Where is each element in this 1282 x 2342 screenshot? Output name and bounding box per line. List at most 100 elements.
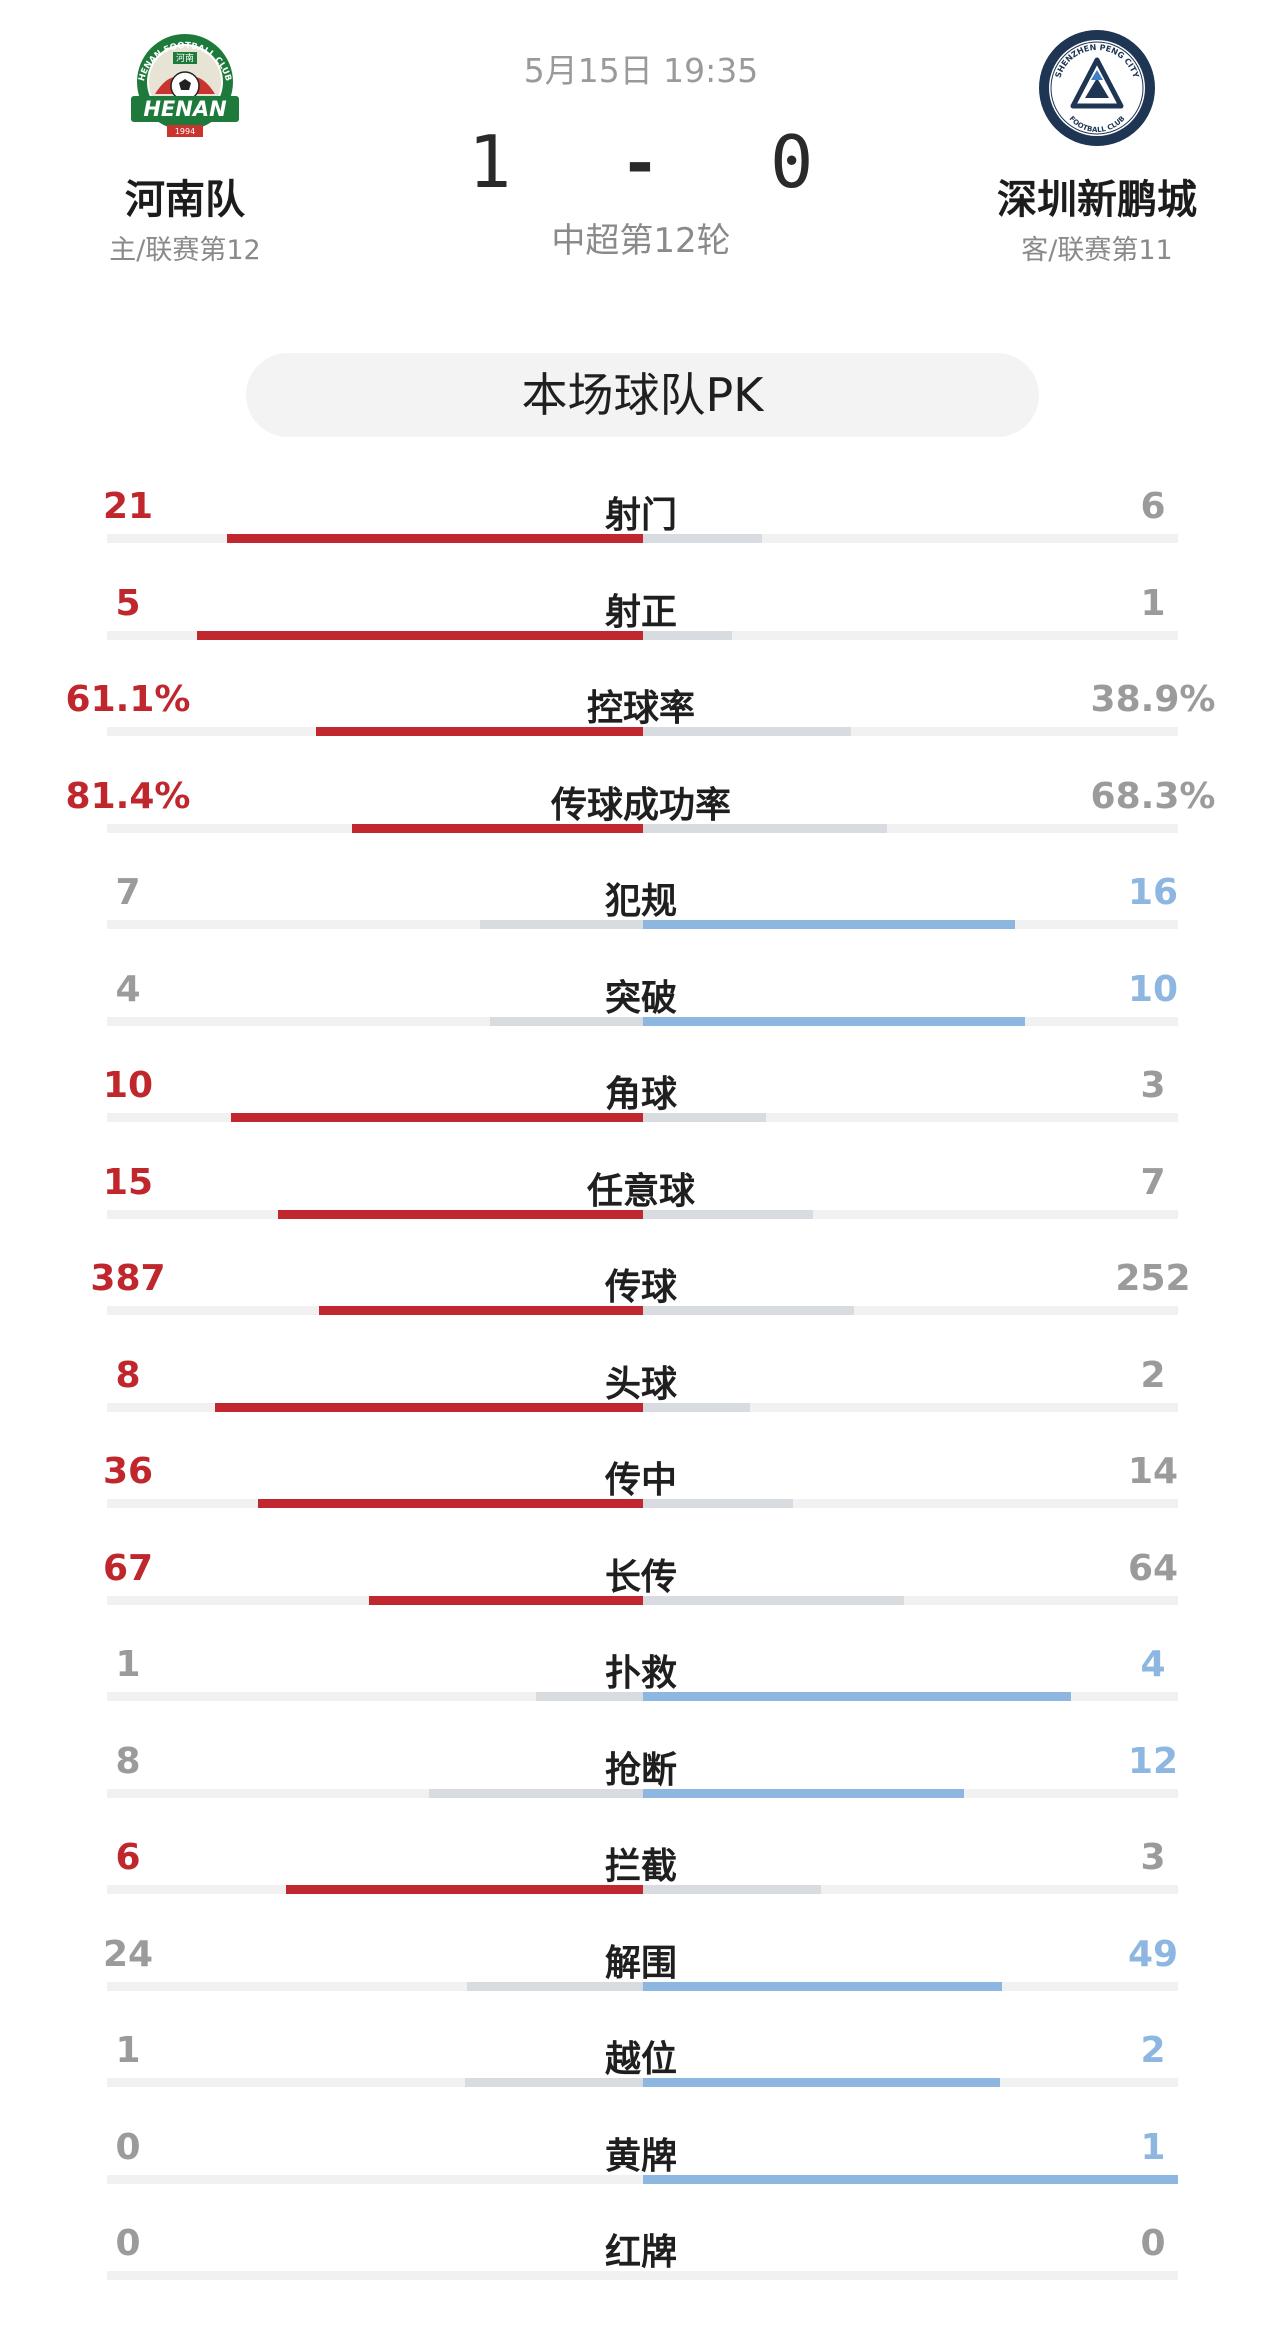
stat-row: 4 突破 10 [0,955,1282,1052]
stat-value-home: 8 [115,1354,141,1396]
stat-bar-home [227,534,643,543]
stat-track [107,2271,1178,2280]
stat-value-away: 12 [1127,1740,1179,1782]
stat-value-home: 4 [115,968,141,1010]
svg-text:河南: 河南 [176,52,194,64]
stat-value-home: 61.1% [65,679,191,720]
score-separator: - [626,125,654,202]
stat-bar-home [490,1016,643,1026]
stat-value-away: 4 [1140,1644,1166,1685]
home-score: 1 [468,120,512,204]
stat-value-away: 64 [1127,1547,1179,1589]
stat-value-away: 49 [1127,1933,1179,1975]
stat-bar-away [643,1016,1025,1026]
stat-label: 射正 [604,591,677,633]
away-team-logo: SHENZHEN PENG CITY FOOTBALL CLUB [1037,30,1157,150]
stat-bar-home [258,1499,643,1508]
henan-crest-icon: HENAN FOOTBALL CLUB 河南 HENAN 1994 [131,34,239,137]
stat-label: 长传 [604,1556,677,1598]
stat-label: 扑救 [604,1653,677,1694]
stat-value-home: 21 [102,486,154,527]
stat-row: 10 角球 3 [0,1051,1282,1148]
stat-value-away: 3 [1140,1837,1166,1878]
away-team[interactable]: SHENZHEN PENG CITY FOOTBALL CLUB 深圳新鹏城 客… [967,30,1227,268]
stat-value-home: 387 [90,1258,166,1299]
stat-row: 6 拦截 3 [0,1823,1282,1920]
stat-bar-away [643,1788,964,1798]
svg-text:HENAN: HENAN [143,97,227,121]
stat-bar-home [231,1113,643,1122]
stat-row: 36 传中 14 [0,1437,1282,1534]
stat-row: 15 任意球 7 [0,1148,1282,1245]
home-team-name: 河南队 [125,177,245,223]
stat-row: 24 解围 49 [0,1920,1282,2017]
stat-label: 犯规 [604,881,677,922]
stat-bar-home [467,1981,643,1991]
stat-row: 67 长传 64 [0,1534,1282,1631]
stat-row: 5 射正 1 [0,569,1282,666]
stat-row: 0 红牌 0 [0,2209,1282,2306]
stat-value-away: 2 [1140,1354,1166,1396]
stat-label: 传中 [604,1460,677,1501]
stat-value-home: 10 [102,1065,154,1106]
stat-value-home: 15 [102,1161,154,1203]
stat-label: 传球 [604,1267,677,1308]
stat-bar-away [643,1885,821,1894]
stat-label: 解围 [604,1942,677,1984]
stat-value-away: 68.3% [1090,775,1216,817]
stat-value-home: 36 [102,1451,154,1492]
stat-value-home: 81.4% [65,775,191,817]
stat-row: 21 射门 6 [0,472,1282,569]
stat-value-home: 5 [115,582,141,624]
stat-bar-away [643,1981,1002,1991]
stat-track [107,2174,1178,2184]
stat-bar-home [197,630,643,640]
stat-label: 黄牌 [604,2135,677,2177]
away-team-name: 深圳新鹏城 [997,177,1197,223]
stat-bar-away [643,727,851,736]
stat-row: 1 扑救 4 [0,1630,1282,1727]
home-team-logo: HENAN FOOTBALL CLUB 河南 HENAN 1994 [125,30,245,150]
stat-bar-away [643,1209,813,1219]
stat-value-away: 38.9% [1090,679,1216,720]
stat-label: 抢断 [604,1749,677,1791]
stat-bar-home [352,823,643,833]
stat-bar-home [286,1885,643,1894]
stat-bar-away [643,2174,1178,2184]
stat-value-away: 0 [1140,2223,1166,2264]
stat-bar-away [643,1692,1071,1701]
stat-bar-home [278,1209,643,1219]
stat-value-away: 1 [1140,2126,1166,2168]
away-score: 0 [770,120,814,204]
stat-value-away: 7 [1140,1161,1166,1203]
stat-bar-away [643,1499,793,1508]
stat-value-away: 2 [1140,2030,1166,2071]
home-team[interactable]: HENAN FOOTBALL CLUB 河南 HENAN 1994 河南队 主/… [55,30,315,268]
stat-value-home: 0 [115,2126,141,2168]
stat-bar-away [643,630,732,640]
stat-row: 387 传球 252 [0,1244,1282,1341]
stat-row: 8 头球 2 [0,1341,1282,1438]
stat-label: 越位 [604,2039,677,2080]
match-round: 中超第12轮 [551,221,731,261]
stat-bar-away [643,1113,766,1122]
stat-value-home: 6 [115,1837,141,1878]
stat-bar-home [429,1788,643,1798]
stat-row: 8 抢断 12 [0,1727,1282,1824]
stat-value-home: 8 [115,1740,141,1782]
stat-row: 7 犯规 16 [0,858,1282,955]
stat-bar-away [643,1402,750,1412]
stat-bar-away [643,2078,1000,2087]
stat-value-away: 3 [1140,1065,1166,1106]
stat-bar-home [536,1692,643,1701]
stat-value-home: 1 [115,2030,141,2071]
stat-value-away: 14 [1127,1451,1179,1492]
team-pk-header[interactable]: 本场球队PK [246,353,1039,437]
stat-label: 角球 [604,1074,677,1115]
stat-bar-home [316,727,643,736]
svg-text:1994: 1994 [175,127,195,136]
stat-row: 61.1% 控球率 38.9% [0,665,1282,762]
stat-label: 头球 [604,1363,677,1405]
stat-bar-home [465,2078,643,2087]
stat-label: 红牌 [604,2232,677,2273]
